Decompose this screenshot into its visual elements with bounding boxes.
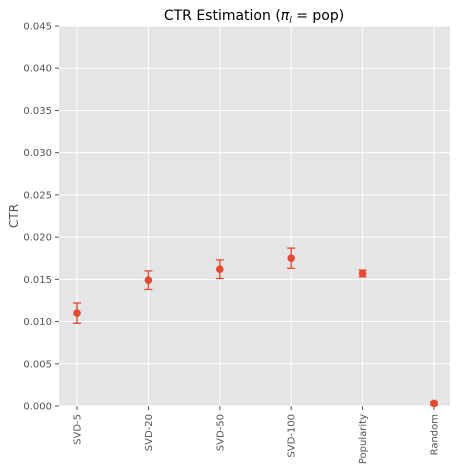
x-tick-label: Random xyxy=(430,414,441,455)
y-axis-label: CTR xyxy=(7,204,21,228)
y-tick-label: 0.005 xyxy=(23,359,52,370)
x-tick-label: SVD-20 xyxy=(144,414,155,451)
x-tick-label: SVD-100 xyxy=(287,414,298,458)
y-tick-label: 0.035 xyxy=(23,106,52,117)
y-tick-label: 0.010 xyxy=(23,317,52,328)
y-tick-label: 0.015 xyxy=(23,275,52,286)
data-point xyxy=(430,400,438,408)
y-tick-label: 0.030 xyxy=(23,148,52,159)
data-point xyxy=(359,270,367,278)
y-tick-label: 0.000 xyxy=(23,402,52,413)
y-tick-label: 0.020 xyxy=(23,233,52,244)
y-tick-label: 0.025 xyxy=(23,190,52,201)
data-point xyxy=(145,276,153,284)
x-tick-label: SVD-50 xyxy=(215,414,226,451)
x-tick-label: SVD-5 xyxy=(73,414,84,445)
chart-title: CTR Estimation (πl = pop) xyxy=(164,8,344,26)
y-tick-label: 0.045 xyxy=(23,22,52,33)
chart-title-tail: = pop) xyxy=(292,8,344,24)
x-tick-label: Popularity xyxy=(358,414,369,464)
y-axis-ticks: 0.000 0.005 0.010 0.015 0.020 0.025 0.030 0.035… xyxy=(23,22,59,413)
x-axis-ticks: SVD-5 SVD-20 SVD-50 SVD-100 Popularity Random xyxy=(73,406,441,464)
data-point xyxy=(216,265,224,273)
data-point xyxy=(287,254,295,262)
y-tick-label: 0.040 xyxy=(23,64,52,75)
data-point xyxy=(73,309,81,317)
chart-title-text: CTR Estimation ( xyxy=(164,8,281,24)
plot-area xyxy=(59,26,450,406)
